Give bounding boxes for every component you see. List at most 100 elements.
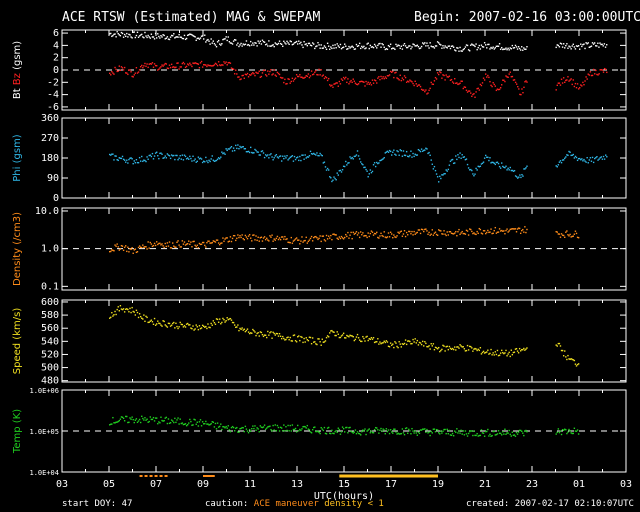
data-point [300,41,302,44]
data-point [310,342,313,345]
data-point [369,432,372,434]
data-point [116,31,118,33]
data-point [146,36,148,39]
data-point [475,233,477,236]
data-point [327,77,330,80]
data-point [488,43,490,46]
data-point [160,66,162,68]
data-point [188,240,190,242]
data-point [513,169,516,172]
data-point [232,147,235,149]
data-point [358,42,361,45]
data-point [313,73,315,75]
data-point [472,232,474,235]
data-point [341,237,344,239]
data-point [366,335,368,338]
data-point [193,329,195,331]
y-axis-label-part: Speed (km/s) [12,308,23,375]
data-point [376,82,378,84]
data-point [488,76,490,79]
data-point [440,71,442,74]
data-point [487,74,489,77]
data-point [127,162,129,164]
data-point [488,435,490,437]
data-point [196,326,198,328]
data-point [595,156,597,159]
data-point [504,48,506,50]
data-point [345,233,347,236]
data-point [462,87,464,90]
data-point [388,236,391,238]
data-point [111,423,113,425]
data-point [508,73,510,75]
data-point [562,429,565,431]
data-point [262,237,265,239]
data-point [254,42,256,44]
data-point [439,43,441,45]
data-point [223,319,225,321]
data-point [385,48,388,50]
data-point [580,159,582,161]
data-point [313,341,315,343]
data-point [409,230,411,233]
data-point [558,161,561,163]
data-point [324,340,327,342]
data-point [122,308,125,310]
data-point [403,230,406,232]
data-point [174,66,176,69]
data-point [351,81,353,84]
data-point [442,430,444,432]
data-point [303,425,305,428]
data-point [463,434,466,436]
data-point [286,429,288,432]
x-tick-label: 11 [244,479,256,490]
data-point [416,339,419,342]
data-point [309,431,312,433]
data-point [448,75,451,77]
x-tick-label: 07 [150,479,162,490]
data-point [441,432,443,434]
data-point [605,154,607,156]
data-point [502,48,504,51]
data-point [305,43,307,45]
data-point [571,154,573,157]
data-point [237,42,239,44]
x-tick-label: 23 [526,479,538,490]
data-point [433,428,436,430]
data-point [526,81,528,83]
data-point [255,334,257,337]
data-point [378,432,380,434]
data-point [335,334,337,337]
data-point [256,72,258,74]
data-point [392,151,394,153]
data-point [178,423,180,425]
data-point [182,37,185,40]
data-point [512,79,515,81]
data-point [263,69,266,72]
data-point [321,75,323,77]
data-point [269,425,271,427]
data-point [170,324,173,326]
data-point [147,158,149,160]
data-point [594,157,596,160]
data-point [166,422,169,425]
data-point [178,326,180,328]
data-point [413,84,415,87]
data-point [522,349,524,351]
data-point [394,153,396,155]
y-tick-label: 6 [53,28,59,39]
data-point [597,159,599,161]
data-point [494,226,497,229]
data-point [513,228,516,230]
data-point [131,37,133,39]
data-point [488,353,490,355]
data-point [308,42,311,45]
data-point [347,432,349,434]
data-point [430,430,432,433]
data-point [205,64,207,66]
data-point [250,430,252,432]
data-point [115,245,117,247]
data-point [399,149,401,151]
data-point [363,235,365,237]
data-point [342,427,345,430]
